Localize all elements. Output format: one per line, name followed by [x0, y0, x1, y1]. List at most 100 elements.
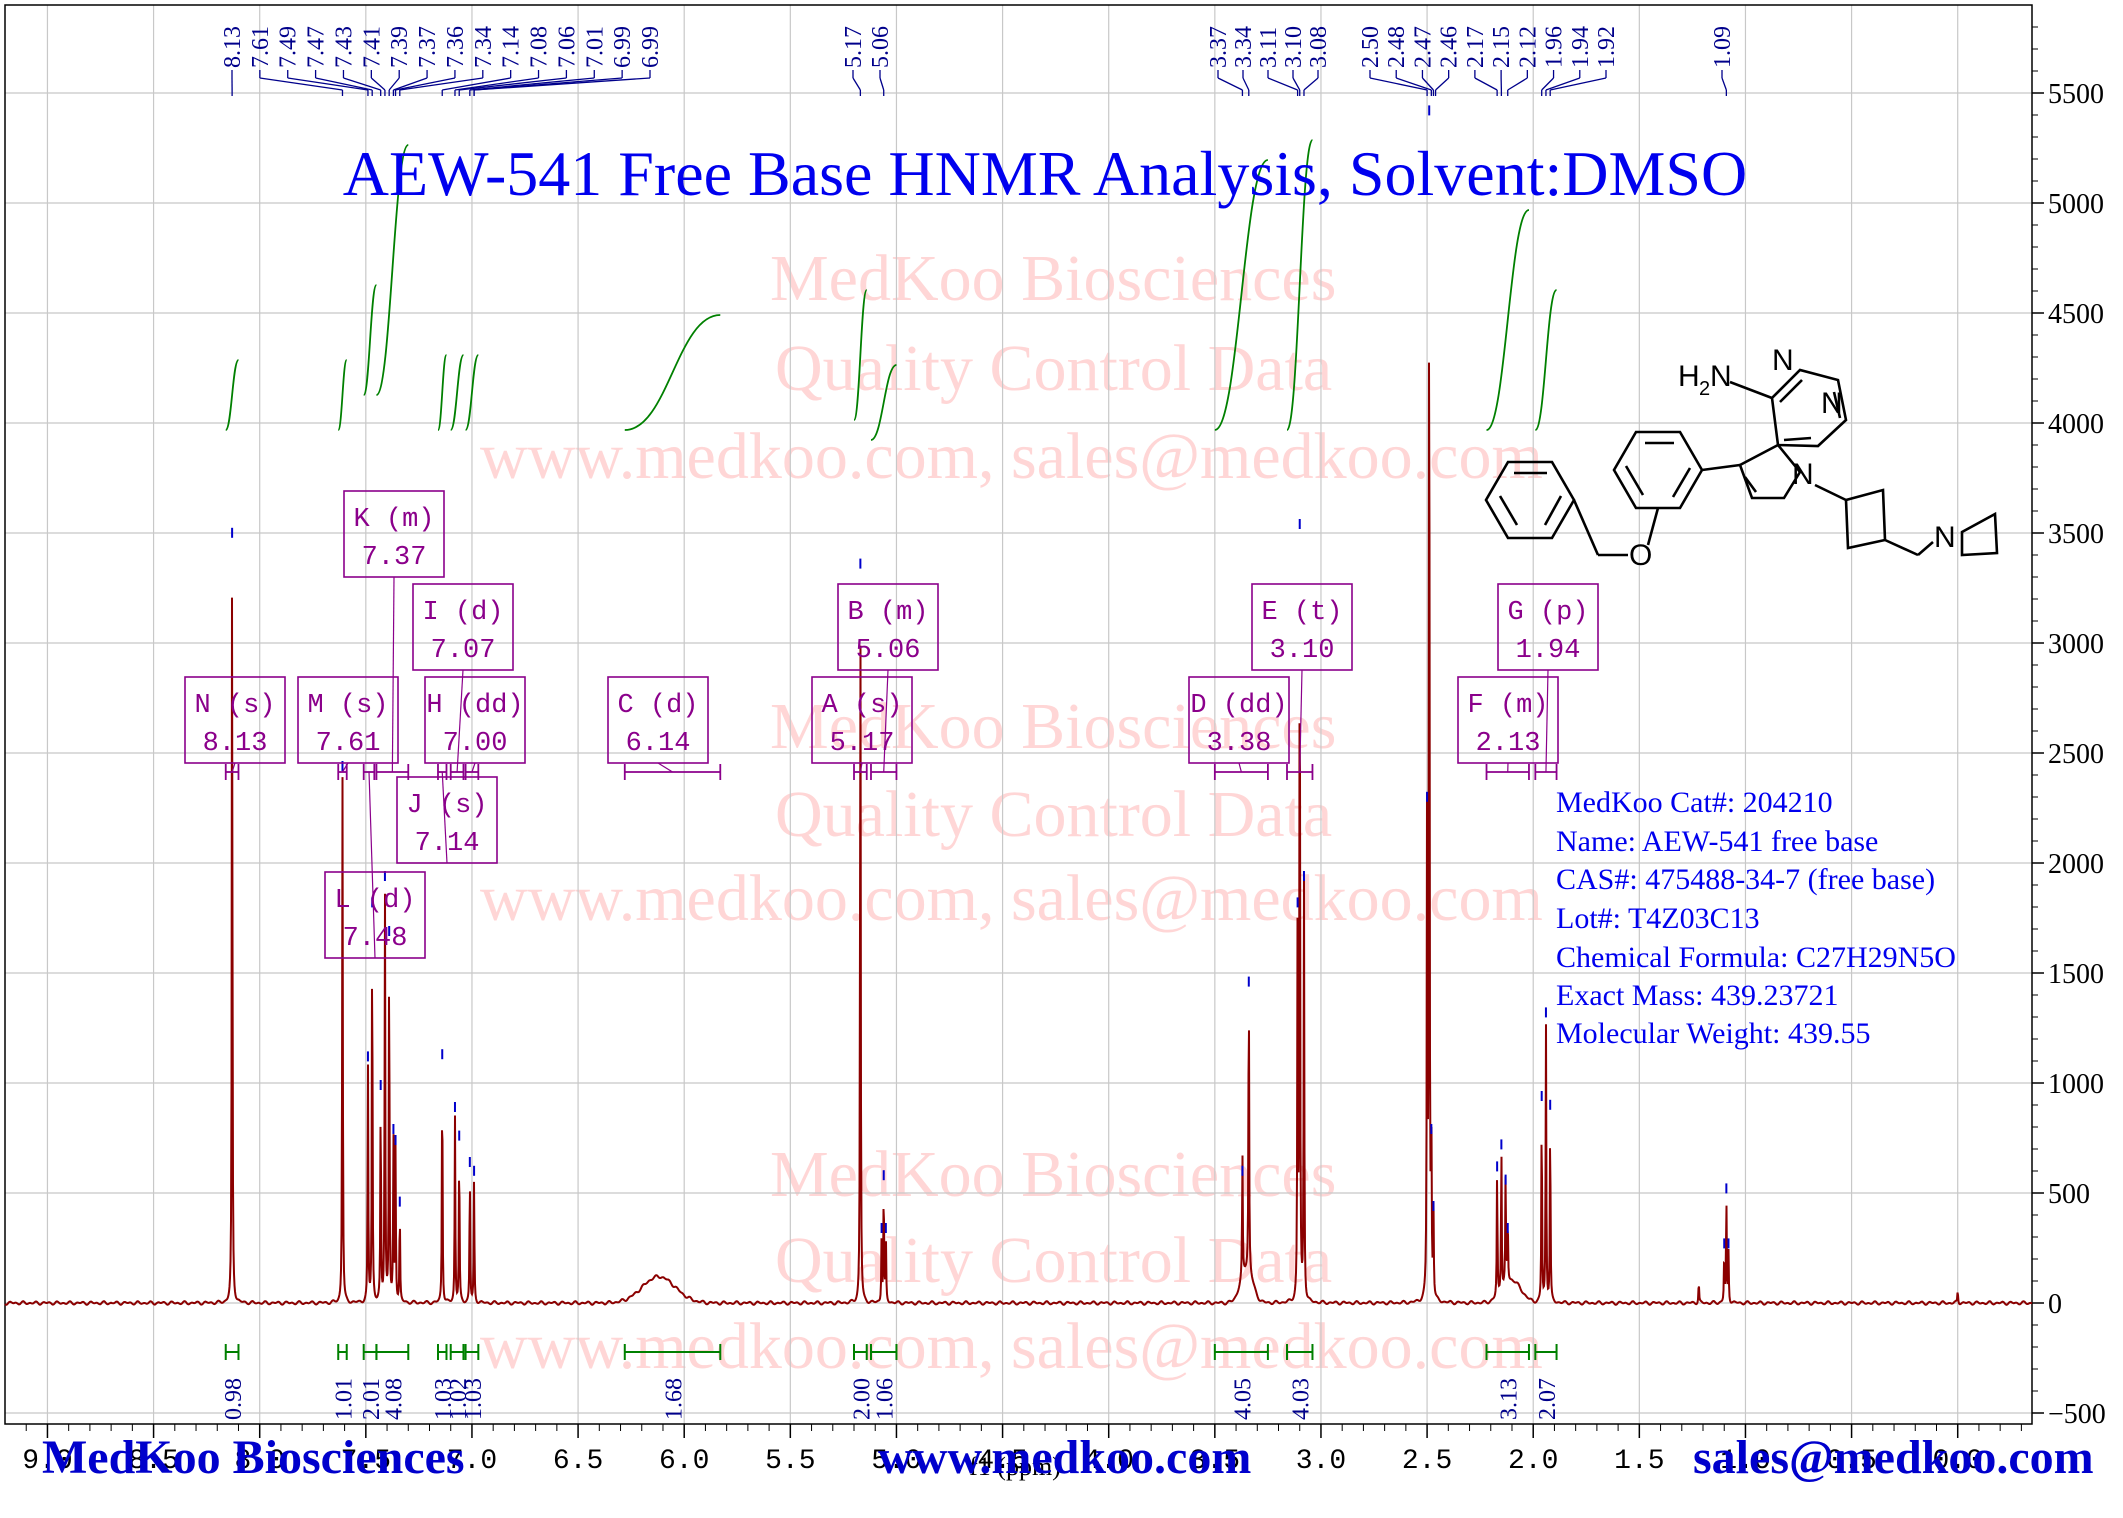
h2n-sub: 2 [1699, 378, 1710, 400]
peak-position-label: 7.61 [248, 26, 274, 68]
integral-curve [853, 289, 868, 421]
multiplet-shift: 7.61 [316, 729, 381, 759]
peak-label-leader [395, 77, 456, 91]
peak-position-label: 3.34 [1231, 26, 1257, 68]
watermark-line3b: www.medkoo.com, sales@medkoo.com [480, 862, 1543, 935]
integral-value: 0.98 [221, 1378, 247, 1420]
info-cas: CAS#: 475488-34-7 (free base) [1556, 863, 1935, 896]
y-tick-label: 5000 [2048, 189, 2104, 220]
footer-company: MedKoo Biosciences [42, 1431, 465, 1484]
integral-value: 2.00 [849, 1378, 875, 1420]
peak-position-label: 7.06 [554, 26, 580, 68]
integral-value: 3.13 [1497, 1378, 1523, 1420]
multiplet-shift: 3.10 [1270, 636, 1335, 666]
peak-label-leader [1396, 77, 1432, 91]
x-tick-label: 4.5 [977, 1446, 1027, 1477]
integral-curve [870, 364, 897, 441]
multiplet-name: L (d) [334, 886, 415, 916]
peak-position-label: 2.46 [1437, 26, 1463, 68]
integral-curve [437, 354, 448, 431]
integral-curve [624, 314, 721, 431]
multiplet-shift: 5.06 [856, 636, 921, 666]
footer-email[interactable]: sales@medkoo.com [1693, 1431, 2094, 1484]
peak-position-label: 7.14 [499, 26, 525, 68]
peak-position-label: 7.41 [359, 26, 385, 68]
peak-position-label: 2.50 [1358, 26, 1384, 68]
multiplet-shift: 6.14 [626, 729, 691, 759]
h2n-label: H [1678, 360, 1700, 393]
peak-position-label: 2.12 [1515, 26, 1541, 68]
multiplet-shift: 7.37 [362, 543, 427, 573]
peak-label-leader [1474, 77, 1498, 91]
peak-label-leader [315, 77, 373, 91]
multiplet-shift: 8.13 [203, 729, 268, 759]
peak-position-label: 7.49 [276, 26, 302, 68]
integral-value: 1.03 [431, 1378, 457, 1420]
peak-position-label: 7.39 [387, 26, 413, 68]
multiplet-leader [883, 669, 889, 773]
multiplet-shift: 7.07 [431, 636, 496, 666]
footer-website[interactable]: www.medkoo.com [878, 1431, 1252, 1484]
multiplet-name: D (dd) [1190, 691, 1287, 721]
x-tick-label: 6.0 [659, 1446, 709, 1477]
pyrimidine-n1: N [1772, 344, 1794, 377]
x-tick-label: 3.5 [1190, 1446, 1240, 1477]
integral-value: 1.03 [461, 1378, 487, 1420]
peak-label-leader [1292, 77, 1301, 91]
peak-position-label: 7.47 [304, 26, 330, 68]
multiplet-leader [456, 669, 464, 773]
peak-label-leader [474, 77, 651, 91]
azetidine-n: N [1934, 521, 1956, 554]
integral-value: 4.03 [1289, 1378, 1315, 1420]
peak-label-leader [1550, 77, 1607, 91]
peak-position-label: 3.37 [1206, 26, 1232, 68]
watermark-line1: MedKoo Biosciences [770, 242, 1336, 315]
peak-label-leader [1267, 77, 1298, 91]
x-tick-label: 0.0 [1933, 1446, 1983, 1477]
integral-value: 1.06 [873, 1378, 899, 1420]
peak-label-leader [287, 77, 369, 91]
watermark-line2: Quality Control Data [775, 332, 1332, 405]
peak-position-label: 2.47 [1410, 26, 1436, 68]
peak-position-label: 2.48 [1384, 26, 1410, 68]
peak-position-label: 5.17 [841, 26, 867, 68]
peak-label-leader [454, 77, 539, 91]
x-tick-label: 8.0 [234, 1446, 284, 1477]
y-tick-label: 4500 [2048, 299, 2104, 330]
integral-value: 4.08 [381, 1378, 407, 1420]
watermark-line3: www.medkoo.com, sales@medkoo.com [480, 420, 1543, 493]
chemical-structure [1484, 368, 1999, 557]
peak-position-label: 7.37 [415, 26, 441, 68]
peak-position-label: 6.99 [638, 26, 664, 68]
peak-position-label: 2.17 [1463, 26, 1489, 68]
integral-curve [224, 359, 240, 431]
peak-label-leader [1507, 77, 1528, 91]
peak-position-label: 1.09 [1710, 26, 1736, 68]
multiplet-leader [231, 762, 236, 773]
y-tick-label: 500 [2048, 1179, 2090, 1210]
watermark-line1c: MedKoo Biosciences [770, 1138, 1336, 1211]
peak-label-leader [393, 77, 428, 91]
peak-label-leader [370, 77, 386, 91]
watermark-line2b: Quality Control Data [775, 778, 1332, 851]
multiplet-name: C (d) [617, 691, 698, 721]
x-tick-label: 0.5 [1826, 1446, 1876, 1477]
x-tick-label: 1.0 [1720, 1446, 1770, 1477]
integral-curve [1534, 289, 1558, 431]
peak-label-leader [1545, 77, 1580, 91]
integral-value: 4.05 [1230, 1378, 1256, 1420]
ether-o: O [1629, 539, 1652, 572]
peak-position-label: 1.92 [1594, 26, 1620, 68]
y-tick-label: 4000 [2048, 409, 2104, 440]
x-tick-label: 3.0 [1296, 1446, 1346, 1477]
integral-curve [449, 354, 465, 431]
multiplet-name: I (d) [422, 598, 503, 628]
n-amine-label: N [1710, 360, 1732, 393]
info-mw: Molecular Weight: 439.55 [1556, 1017, 1870, 1050]
peak-position-label: 7.01 [582, 26, 608, 68]
peak-label-leader [852, 77, 861, 91]
y-tick-label: 2500 [2048, 739, 2104, 770]
multiplet-name: F (m) [1467, 691, 1548, 721]
multiplet-leader [1238, 762, 1242, 773]
